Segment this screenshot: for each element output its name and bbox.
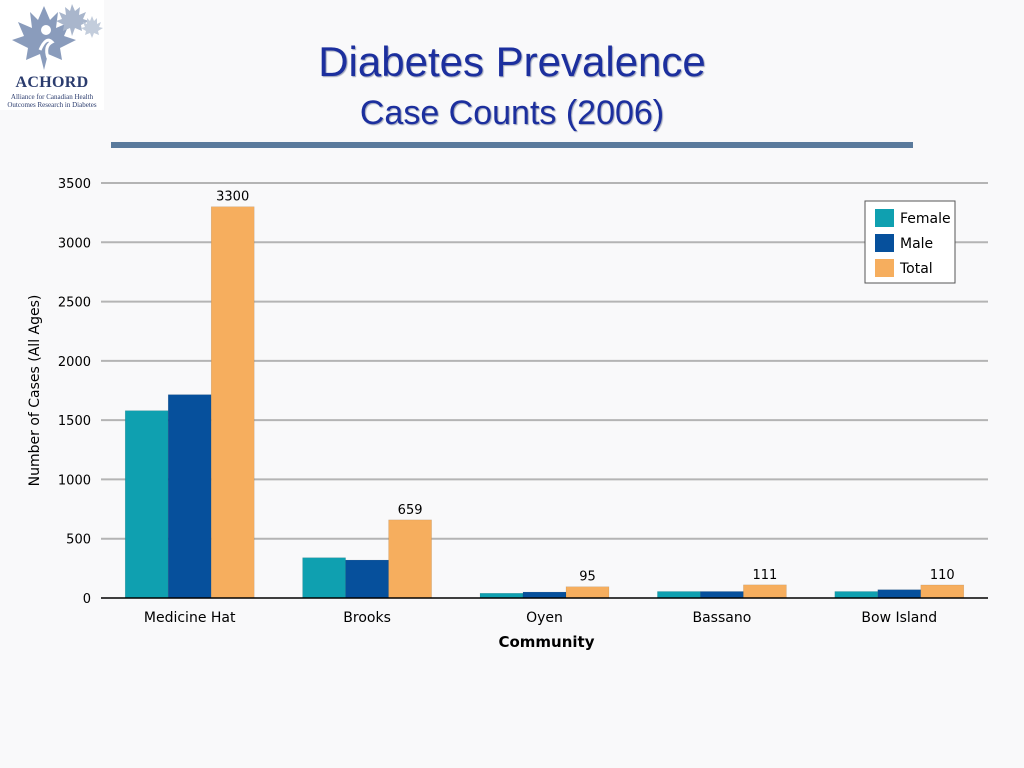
- legend-swatch-total: [875, 259, 894, 277]
- y-tick-label: 500: [66, 533, 91, 548]
- bar-male: [345, 559, 389, 599]
- achord-logo: ACHORD Alliance for Canadian Health Outc…: [0, 0, 104, 110]
- logo-name: ACHORD: [15, 74, 89, 91]
- bar-female: [834, 591, 879, 599]
- bar-male: [522, 591, 567, 599]
- y-tick-label: 3500: [58, 177, 91, 192]
- y-tick-label: 0: [83, 592, 91, 607]
- y-axis-title: Number of Cases (All Ages): [27, 295, 43, 487]
- legend-label-female: Female: [900, 211, 951, 227]
- y-tick-label: 1000: [58, 473, 91, 488]
- bar-male: [877, 589, 922, 599]
- bars: 3300 659 95 111 110: [124, 190, 965, 599]
- legend-swatch-male: [875, 234, 894, 252]
- x-tick-label: Medicine Hat: [144, 610, 236, 626]
- y-tick-label: 1500: [58, 414, 91, 429]
- data-label: 111: [752, 568, 777, 583]
- bar-female: [657, 591, 701, 599]
- x-tick-label: Bassano: [693, 610, 752, 626]
- data-label: 110: [930, 568, 955, 583]
- x-tick-label: Oyen: [526, 610, 563, 626]
- bar-total: [565, 586, 610, 599]
- title-divider: [111, 142, 913, 148]
- legend-label-male: Male: [900, 236, 933, 252]
- bar-total: [920, 584, 965, 599]
- bar-female: [124, 410, 169, 599]
- axes: 0 500 1000 1500 2000 2500 3000 3500 Medicine Hat…: [58, 177, 988, 626]
- logo-tagline-2: Outcomes Research in Diabetes: [7, 101, 97, 109]
- data-label: 659: [398, 503, 423, 518]
- legend: Female Male Total: [864, 200, 956, 284]
- x-tick-label: Brooks: [343, 610, 391, 626]
- slide-title: Diabetes Prevalence: [318, 38, 706, 85]
- data-label: 3300: [216, 190, 249, 205]
- slide-subtitle: Case Counts (2006): [359, 94, 665, 132]
- y-tick-label: 2500: [58, 296, 91, 311]
- bar-total: [388, 519, 432, 599]
- legend-label-total: Total: [899, 261, 933, 277]
- bar-total: [743, 584, 787, 599]
- y-tick-label: 2000: [58, 355, 91, 370]
- bar-male: [167, 394, 212, 599]
- legend-swatch-female: [875, 209, 894, 227]
- x-axis-title: Community: [498, 633, 594, 651]
- x-tick-label: Bow Island: [861, 610, 937, 626]
- bar-female: [302, 557, 346, 599]
- logo-tagline-1: Alliance for Canadian Health: [10, 93, 94, 101]
- y-tick-label: 3000: [58, 236, 91, 251]
- bar-male: [700, 591, 744, 599]
- bar-total: [210, 206, 255, 599]
- data-label: 95: [579, 570, 596, 585]
- maple-leaf-icon: [12, 4, 103, 70]
